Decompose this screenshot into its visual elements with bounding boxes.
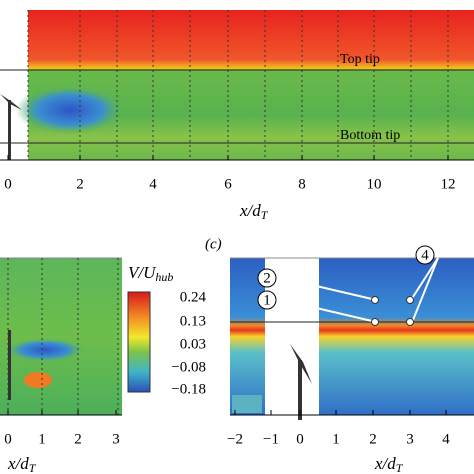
x-axis-label: x/dT (374, 454, 404, 474)
contour-field (0, 258, 122, 415)
x-axis-label: x/dT (239, 201, 269, 222)
x-tick-label: −1 (263, 431, 279, 447)
marker-arrows (281, 257, 439, 322)
marker-label: 4 (421, 247, 429, 263)
x-tick-label: 3 (112, 431, 120, 447)
x-tick-label: 1 (38, 431, 46, 447)
x-tick-label: 0 (4, 176, 12, 192)
panel-label: (c) (205, 236, 222, 252)
dashed-lines (27, 10, 449, 160)
x-tick-label: 2 (74, 431, 82, 447)
colorbar-scale (127, 291, 151, 393)
colorbar-tick-label: −0.08 (171, 359, 206, 375)
right-panel: 2 1 4 −2 −1 0 1 2 3 4 x/dT (227, 245, 474, 474)
x-tick-label: 2 (369, 431, 377, 447)
colorbar-tick-label: 0.03 (180, 336, 206, 352)
x-tick-label: 4 (442, 431, 450, 447)
x-tick-label: 1 (332, 431, 340, 447)
x-axis-label: x/dT (7, 454, 37, 474)
wake-region (15, 85, 125, 135)
x-tick-label: 3 (406, 431, 414, 447)
marker-label: 2 (263, 270, 271, 286)
colorbar-tick-label: 0.13 (180, 313, 206, 329)
turbine-icon (8, 330, 11, 400)
contour-field (232, 395, 262, 413)
turbine-icon (290, 344, 312, 420)
colorbar: V/Uhub 0.24 0.13 0.03 −0.08 −0.18 (127, 263, 207, 397)
contour-field (28, 10, 474, 160)
x-tick-label: 6 (224, 176, 232, 192)
high-region (24, 372, 52, 388)
x-tick-label: 8 (298, 176, 306, 192)
top-panel: Top tip Bottom tip 0 2 4 6 8 10 12 x/dT (0, 10, 474, 222)
turbine-icon (0, 94, 22, 160)
annotation: Bottom tip (340, 128, 400, 143)
left-panel: 0 1 2 3 x/dT (0, 257, 122, 474)
wake-region (5, 338, 85, 362)
x-tick-label: 10 (367, 176, 382, 192)
x-tick-label: 0 (4, 431, 12, 447)
annotation: Top tip (340, 52, 380, 67)
x-tick-label: 12 (441, 176, 456, 192)
colorbar-label: V/Uhub (128, 263, 173, 284)
probe-points (371, 296, 414, 326)
x-tick-label: −2 (227, 431, 243, 447)
x-tick-label: 2 (76, 176, 84, 192)
colorbar-tick-label: −0.18 (171, 381, 206, 397)
x-tick-label: 4 (149, 176, 157, 192)
x-tick-label: 0 (296, 431, 304, 447)
marker-label: 1 (263, 292, 271, 308)
colorbar-tick-label: 0.24 (180, 289, 207, 305)
